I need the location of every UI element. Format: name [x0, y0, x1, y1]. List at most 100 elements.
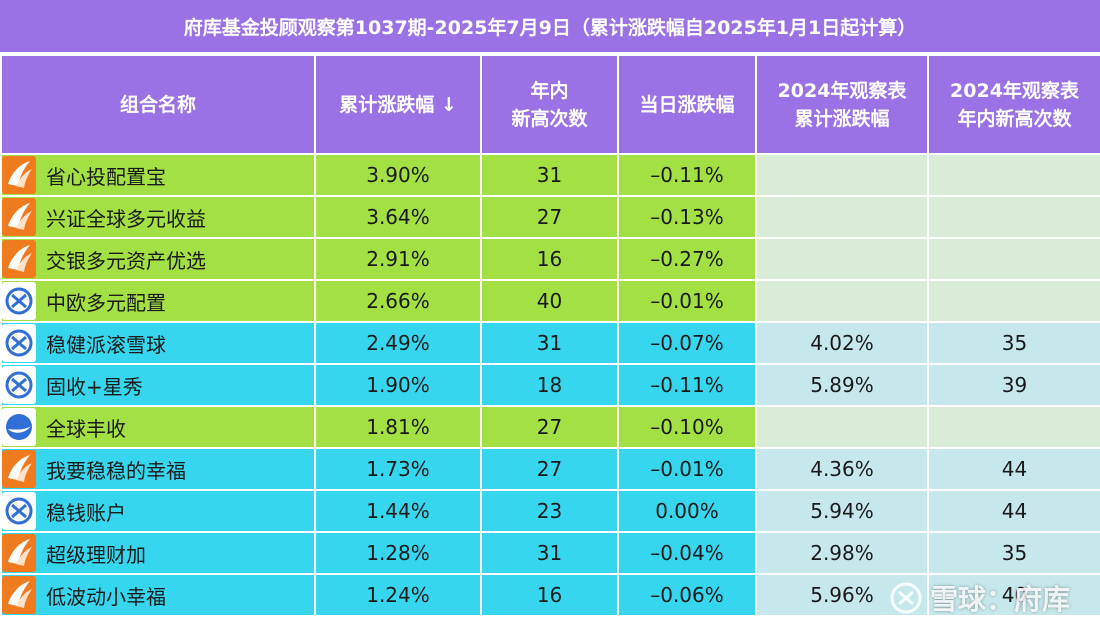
cell-daily-change: –0.10% — [617, 405, 757, 449]
portfolio-name: 全球丰收 — [46, 416, 126, 441]
cell-new-highs: 40 — [480, 279, 619, 323]
blue-circle-logo — [2, 366, 36, 404]
blue-wave-logo — [2, 408, 36, 446]
cell-cum-return: 2.66% — [314, 279, 482, 323]
cell-2024-return — [755, 153, 929, 197]
orange-flag-logo — [2, 576, 36, 614]
cell-daily-change: –0.13% — [617, 195, 757, 239]
header-2024-highs[interactable]: 2024年观察表 年内新高次数 — [927, 54, 1100, 155]
header-name[interactable]: 组合名称 — [0, 54, 316, 155]
watermark-text: 雪球：府库 — [929, 583, 1070, 616]
cell-new-highs: 18 — [480, 363, 619, 407]
cell-cum-return: 3.90% — [314, 153, 482, 197]
portfolio-name: 我要稳稳的幸福 — [46, 458, 186, 483]
cell-daily-change: –0.01% — [617, 279, 757, 323]
cell-2024-highs — [927, 237, 1100, 281]
table-row[interactable]: 全球丰收 1.81% 27 –0.10% — [0, 405, 1100, 449]
orange-flag-logo — [2, 198, 36, 236]
cell-2024-return: 4.02% — [755, 321, 929, 365]
cell-name[interactable]: 低波动小幸福 — [0, 573, 316, 617]
blue-circle-logo — [2, 492, 36, 530]
cell-2024-highs: 44 — [927, 489, 1100, 533]
cell-cum-return: 1.90% — [314, 363, 482, 407]
cell-new-highs: 16 — [480, 573, 619, 617]
cell-cum-return: 1.44% — [314, 489, 482, 533]
cell-name[interactable]: 省心投配置宝 — [0, 153, 316, 197]
cell-2024-return: 4.36% — [755, 447, 929, 491]
cell-name[interactable]: 超级理财加 — [0, 531, 316, 575]
table-row[interactable]: 稳健派滚雪球 2.49% 31 –0.07% 4.02% 35 — [0, 321, 1100, 365]
cell-cum-return: 1.81% — [314, 405, 482, 449]
header-cum-return[interactable]: 累计涨跌幅 ↓ — [314, 54, 482, 155]
cell-daily-change: –0.27% — [617, 237, 757, 281]
table-row[interactable]: 低波动小幸福 1.24% 16 –0.06% 5.96% 40 — [0, 573, 1100, 617]
cell-cum-return: 1.28% — [314, 531, 482, 575]
portfolio-name: 交银多元资产优选 — [46, 248, 206, 273]
cell-daily-change: –0.01% — [617, 447, 757, 491]
cell-2024-highs — [927, 195, 1100, 239]
header-new-highs[interactable]: 年内 新高次数 — [480, 54, 619, 155]
cell-name[interactable]: 稳钱账户 — [0, 489, 316, 533]
cell-name[interactable]: 兴证全球多元收益 — [0, 195, 316, 239]
portfolio-name: 稳健派滚雪球 — [46, 332, 166, 357]
table-row[interactable]: 中欧多元配置 2.66% 40 –0.01% — [0, 279, 1100, 323]
xueqiu-logo-icon — [890, 582, 922, 614]
header-daily-change[interactable]: 当日涨跌幅 — [617, 54, 757, 155]
table-row[interactable]: 我要稳稳的幸福 1.73% 27 –0.01% 4.36% 44 — [0, 447, 1100, 491]
cell-2024-highs — [927, 405, 1100, 449]
cell-cum-return: 1.73% — [314, 447, 482, 491]
cell-name[interactable]: 稳健派滚雪球 — [0, 321, 316, 365]
cell-daily-change: 0.00% — [617, 489, 757, 533]
cell-2024-return: 5.89% — [755, 363, 929, 407]
cell-daily-change: –0.11% — [617, 363, 757, 407]
cell-name[interactable]: 交银多元资产优选 — [0, 237, 316, 281]
cell-2024-highs — [927, 279, 1100, 323]
fund-table: 组合名称 累计涨跌幅 ↓ 年内 新高次数 当日涨跌幅 2024年观察表 累计涨跌… — [0, 54, 1100, 617]
table-row[interactable]: 超级理财加 1.28% 31 –0.04% 2.98% 35 — [0, 531, 1100, 575]
orange-flag-logo — [2, 156, 36, 194]
cell-cum-return: 1.24% — [314, 573, 482, 617]
portfolio-name: 固收+星秀 — [46, 374, 143, 399]
cell-name[interactable]: 中欧多元配置 — [0, 279, 316, 323]
cell-name[interactable]: 我要稳稳的幸福 — [0, 447, 316, 491]
xueqiu-watermark: 雪球：府库 — [890, 578, 1070, 618]
cell-2024-return: 2.98% — [755, 531, 929, 575]
cell-2024-highs — [927, 153, 1100, 197]
cell-2024-highs: 35 — [927, 321, 1100, 365]
page-title: 府库基金投顾观察第1037期-2025年7月9日（累计涨跌幅自2025年1月1日… — [0, 0, 1100, 54]
cell-2024-return — [755, 405, 929, 449]
cell-new-highs: 27 — [480, 195, 619, 239]
cell-daily-change: –0.07% — [617, 321, 757, 365]
cell-cum-return: 2.91% — [314, 237, 482, 281]
cell-daily-change: –0.04% — [617, 531, 757, 575]
cell-2024-return: 5.94% — [755, 489, 929, 533]
cell-new-highs: 16 — [480, 237, 619, 281]
table-row[interactable]: 兴证全球多元收益 3.64% 27 –0.13% — [0, 195, 1100, 239]
cell-new-highs: 31 — [480, 153, 619, 197]
cell-2024-highs: 40 — [927, 573, 1100, 617]
portfolio-name: 省心投配置宝 — [46, 164, 166, 189]
cell-new-highs: 27 — [480, 447, 619, 491]
cell-new-highs: 31 — [480, 531, 619, 575]
cell-2024-return — [755, 279, 929, 323]
table-row[interactable]: 稳钱账户 1.44% 23 0.00% 5.94% 44 — [0, 489, 1100, 533]
cell-daily-change: –0.11% — [617, 153, 757, 197]
table-row[interactable]: 固收+星秀 1.90% 18 –0.11% 5.89% 39 — [0, 363, 1100, 407]
blue-circle-logo — [2, 324, 36, 362]
cell-daily-change: –0.06% — [617, 573, 757, 617]
table-row[interactable]: 交银多元资产优选 2.91% 16 –0.27% — [0, 237, 1100, 281]
cell-new-highs: 27 — [480, 405, 619, 449]
cell-name[interactable]: 全球丰收 — [0, 405, 316, 449]
cell-2024-highs: 44 — [927, 447, 1100, 491]
cell-new-highs: 31 — [480, 321, 619, 365]
portfolio-name: 低波动小幸福 — [46, 584, 166, 609]
cell-2024-return: 5.96% — [755, 573, 929, 617]
portfolio-name: 超级理财加 — [46, 542, 146, 567]
cell-2024-highs: 39 — [927, 363, 1100, 407]
orange-flag-logo — [2, 450, 36, 488]
cell-name[interactable]: 固收+星秀 — [0, 363, 316, 407]
cell-2024-return — [755, 237, 929, 281]
header-2024-return[interactable]: 2024年观察表 累计涨跌幅 — [755, 54, 929, 155]
portfolio-name: 稳钱账户 — [46, 500, 126, 525]
table-row[interactable]: 省心投配置宝 3.90% 31 –0.11% — [0, 153, 1100, 197]
